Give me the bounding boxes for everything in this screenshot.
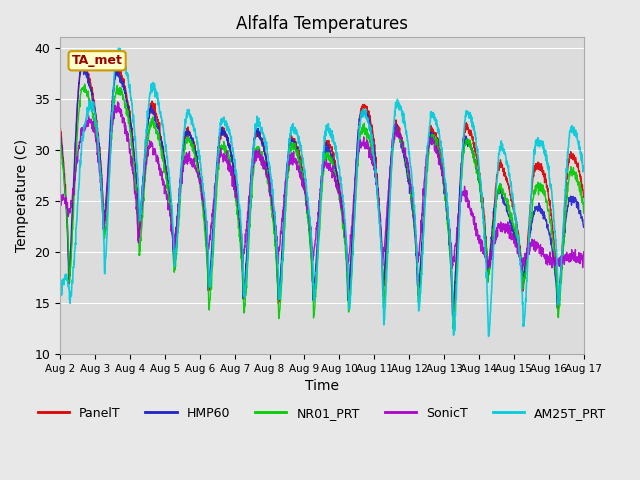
Title: Alfalfa Temperatures: Alfalfa Temperatures <box>236 15 408 33</box>
X-axis label: Time: Time <box>305 379 339 394</box>
Text: TA_met: TA_met <box>72 54 122 67</box>
Y-axis label: Temperature (C): Temperature (C) <box>15 139 29 252</box>
Legend: PanelT, HMP60, NR01_PRT, SonicT, AM25T_PRT: PanelT, HMP60, NR01_PRT, SonicT, AM25T_P… <box>33 402 611 424</box>
